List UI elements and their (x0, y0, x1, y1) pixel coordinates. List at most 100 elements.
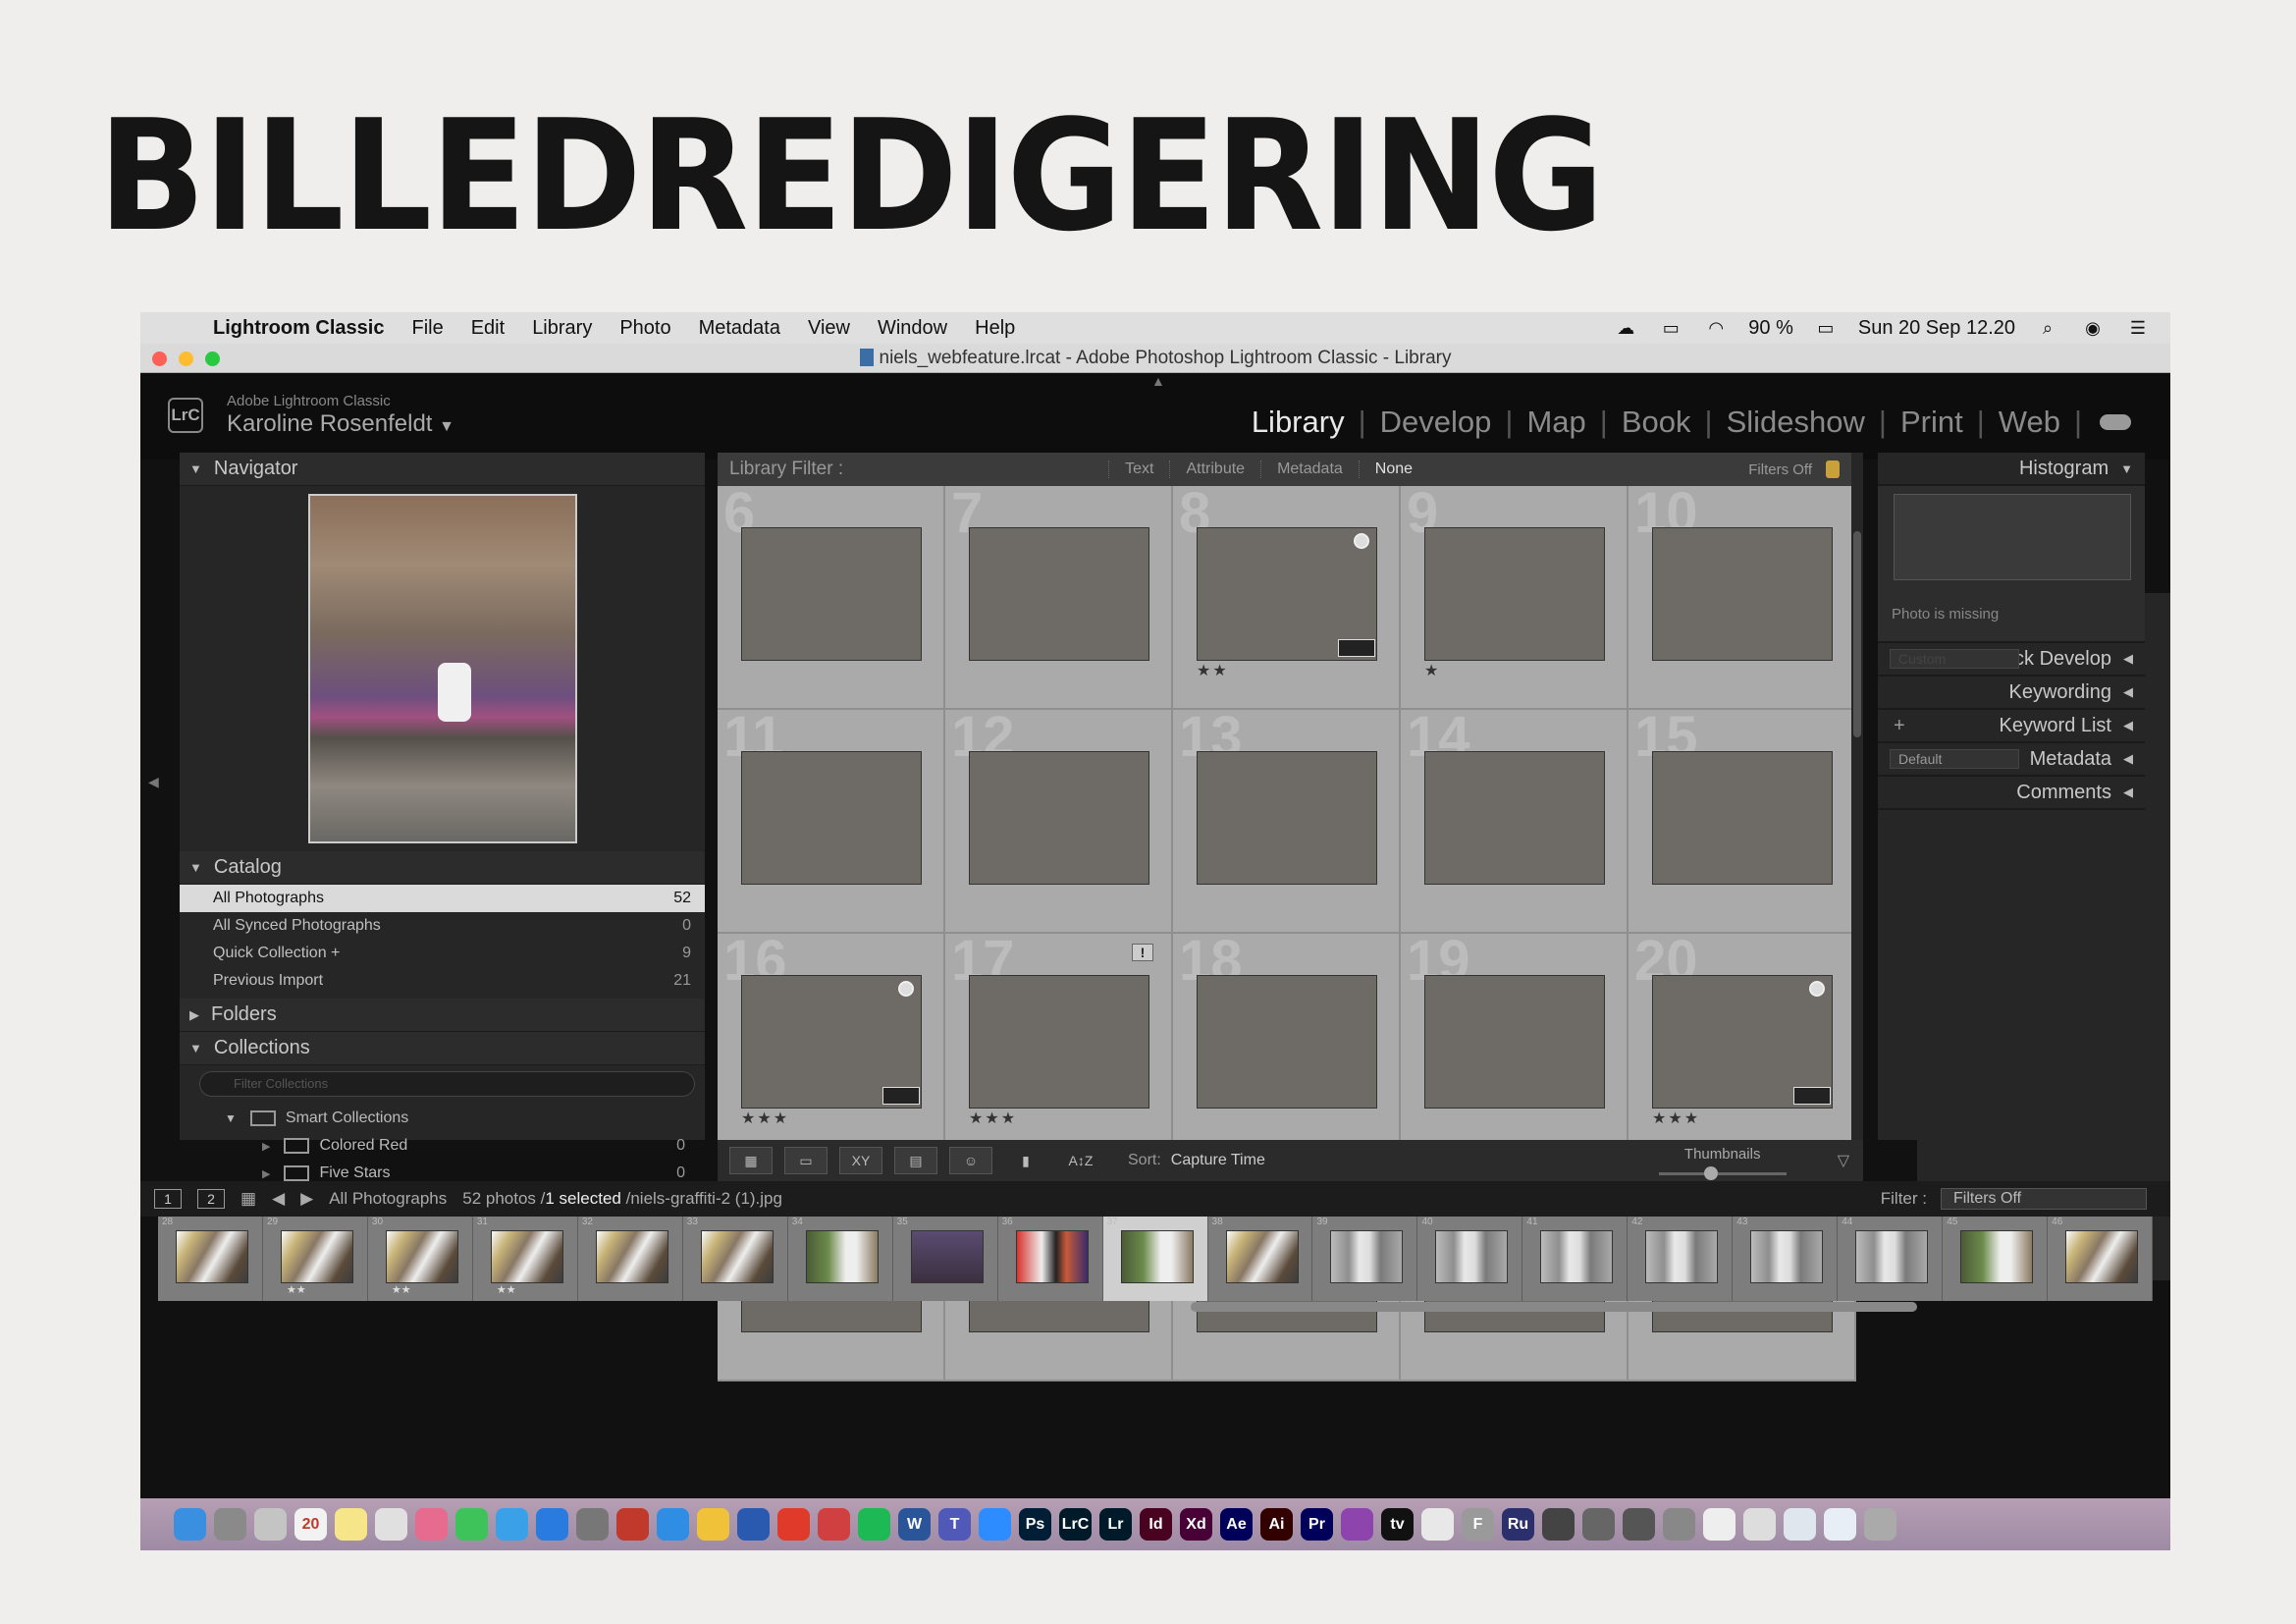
wifi-icon[interactable]: ◠ (1708, 317, 1725, 338)
filmstrip-thumbnail[interactable] (910, 1230, 984, 1283)
missing-file-alert-icon[interactable]: ! (1132, 944, 1153, 961)
filter-preset[interactable]: Filters Off (1748, 460, 1812, 478)
collapse-triangle-icon[interactable]: ▼ (189, 461, 202, 476)
expand-triangle-icon[interactable]: ◀ (2123, 684, 2133, 699)
catalog-item-all-photographs[interactable]: All Photographs 52 (180, 885, 705, 912)
filter-metadata[interactable]: Metadata (1260, 460, 1359, 478)
filmstrip-thumbnail[interactable] (490, 1230, 563, 1283)
dock-app-icon[interactable]: Pr (1301, 1508, 1333, 1541)
close-window-button[interactable] (152, 352, 167, 366)
filter-attribute[interactable]: Attribute (1169, 460, 1260, 478)
navigator-preview[interactable] (307, 494, 577, 843)
dock-app-icon[interactable] (375, 1508, 407, 1541)
dock-app-icon[interactable] (576, 1508, 609, 1541)
saved-preset-select[interactable]: Custom (1890, 649, 2019, 669)
filmstrip-cell[interactable]: 43 (1733, 1217, 1839, 1301)
filter-none[interactable]: None (1358, 460, 1428, 478)
filmstrip-cell[interactable]: 28 (158, 1217, 263, 1301)
painter-spray-can-icon[interactable]: ▮ (1022, 1152, 1030, 1168)
catalog-item-all-synced[interactable]: All Synced Photographs 0 (213, 917, 691, 934)
filmstrip-thumbnail[interactable] (1435, 1230, 1509, 1283)
grid-cell[interactable]: 7 (945, 486, 1173, 710)
dock-app-icon[interactable] (1743, 1508, 1776, 1541)
dock-app-icon[interactable]: LrC (1059, 1508, 1092, 1541)
module-map[interactable]: Map (1526, 405, 1586, 439)
expand-triangle-icon[interactable]: ▶ (262, 1140, 271, 1153)
cloud-sync-icon[interactable] (2100, 414, 2131, 430)
dock-app-icon[interactable] (254, 1508, 287, 1541)
keyword-list-header[interactable]: + Keyword List ◀ (1878, 710, 2145, 743)
filmstrip-thumbnail[interactable] (1225, 1230, 1299, 1283)
dock-app-icon[interactable] (858, 1508, 890, 1541)
grid-scrollbar[interactable] (1851, 453, 1863, 1140)
app-menu[interactable]: Lightroom Classic (213, 316, 385, 339)
photo-thumbnail[interactable] (969, 527, 1149, 661)
module-library[interactable]: Library (1251, 405, 1345, 439)
dock-app-icon[interactable]: W (898, 1508, 931, 1541)
minimize-window-button[interactable] (179, 352, 193, 366)
photo-thumbnail[interactable] (1197, 527, 1377, 661)
menu-library[interactable]: Library (532, 316, 593, 339)
compare-view-icon[interactable]: XY (839, 1147, 882, 1174)
filmstrip-thumbnail[interactable] (2065, 1230, 2139, 1283)
filmstrip-cell[interactable]: 41 (1522, 1217, 1629, 1301)
dock-app-icon[interactable]: Id (1140, 1508, 1172, 1541)
dock-app-icon[interactable] (214, 1508, 246, 1541)
module-develop[interactable]: Develop (1379, 405, 1492, 439)
dock-app-icon[interactable] (1703, 1508, 1735, 1541)
edited-badge-icon[interactable] (1338, 639, 1375, 657)
dock-app-icon[interactable]: tv (1381, 1508, 1414, 1541)
filmstrip-thumbnail[interactable] (1750, 1230, 1824, 1283)
grid-icon[interactable]: ▦ (240, 1189, 257, 1208)
collapse-triangle-icon[interactable]: ▼ (225, 1111, 237, 1125)
sort-select[interactable]: Capture Time (1170, 1152, 1265, 1168)
pick-flag-icon[interactable] (1354, 533, 1369, 549)
filmstrip-thumbnail[interactable] (1960, 1230, 2034, 1283)
user-name[interactable]: Karoline Rosenfeldt ▼ (227, 410, 454, 437)
dock-app-icon[interactable] (415, 1508, 448, 1541)
quick-develop-header[interactable]: Custom Quick Develop ◀ (1878, 643, 2145, 677)
grid-cell[interactable]: 20 ★★★ (1629, 934, 1856, 1158)
sort-direction-icon[interactable]: A↕Z (1068, 1153, 1094, 1168)
keywording-header[interactable]: Keywording ◀ (1878, 677, 2145, 710)
control-center-icon[interactable]: ☰ (2129, 317, 2147, 338)
menu-file[interactable]: File (411, 316, 444, 339)
filmstrip-source[interactable]: All Photographs (329, 1189, 448, 1208)
photo-thumbnail[interactable] (1652, 751, 1833, 885)
filter-text[interactable]: Text (1108, 460, 1169, 478)
people-view-icon[interactable]: ☺ (949, 1147, 992, 1174)
thumbnail-size-slider[interactable] (1658, 1166, 1787, 1180)
filter-collections-input[interactable]: Filter Collections (199, 1071, 695, 1097)
filmstrip-cell[interactable]: 40 (1417, 1217, 1523, 1301)
grid-cell[interactable]: 11 (718, 710, 945, 934)
lock-icon[interactable] (1826, 460, 1840, 478)
dock-app-icon[interactable] (174, 1508, 206, 1541)
dock-app-icon[interactable]: Ae (1220, 1508, 1253, 1541)
photo-thumbnail[interactable] (1424, 751, 1605, 885)
collections-header[interactable]: ▼ Collections + (180, 593, 2170, 1280)
dock-app-icon[interactable] (335, 1508, 367, 1541)
collapse-triangle-icon[interactable]: ▼ (2120, 460, 2133, 476)
dock-app-icon[interactable] (1784, 1508, 1816, 1541)
expand-triangle-icon[interactable]: ◀ (2123, 718, 2133, 732)
dock-app-icon[interactable] (1421, 1508, 1454, 1541)
collapse-left-panel-icon[interactable]: ◀ (148, 774, 159, 789)
forward-arrow-icon[interactable]: ▶ (300, 1189, 314, 1208)
filmstrip-thumbnail[interactable] (1645, 1230, 1719, 1283)
collapse-triangle-icon[interactable]: ▼ (189, 860, 202, 875)
dock-app-icon[interactable] (818, 1508, 850, 1541)
edited-badge-icon[interactable] (1793, 1087, 1831, 1105)
catalog-item-quick-collection[interactable]: Quick Collection +9 (213, 945, 691, 961)
clock[interactable]: Sun 20 Sep 12.20 (1857, 316, 2015, 339)
expand-triangle-icon[interactable]: ◀ (2123, 751, 2133, 766)
filmstrip-cell[interactable]: 35 (893, 1217, 998, 1301)
comments-header[interactable]: Comments ◀ (1878, 777, 2145, 810)
dock-app-icon[interactable] (1663, 1508, 1695, 1541)
photo-thumbnail[interactable] (969, 751, 1149, 885)
menu-view[interactable]: View (807, 316, 850, 339)
filmstrip-thumbnail[interactable] (1855, 1230, 1929, 1283)
dock-app-icon[interactable] (1582, 1508, 1615, 1541)
menu-edit[interactable]: Edit (470, 316, 506, 339)
filmstrip-thumbnail[interactable] (385, 1230, 458, 1283)
grid-cell[interactable]: 13 (1173, 710, 1401, 934)
